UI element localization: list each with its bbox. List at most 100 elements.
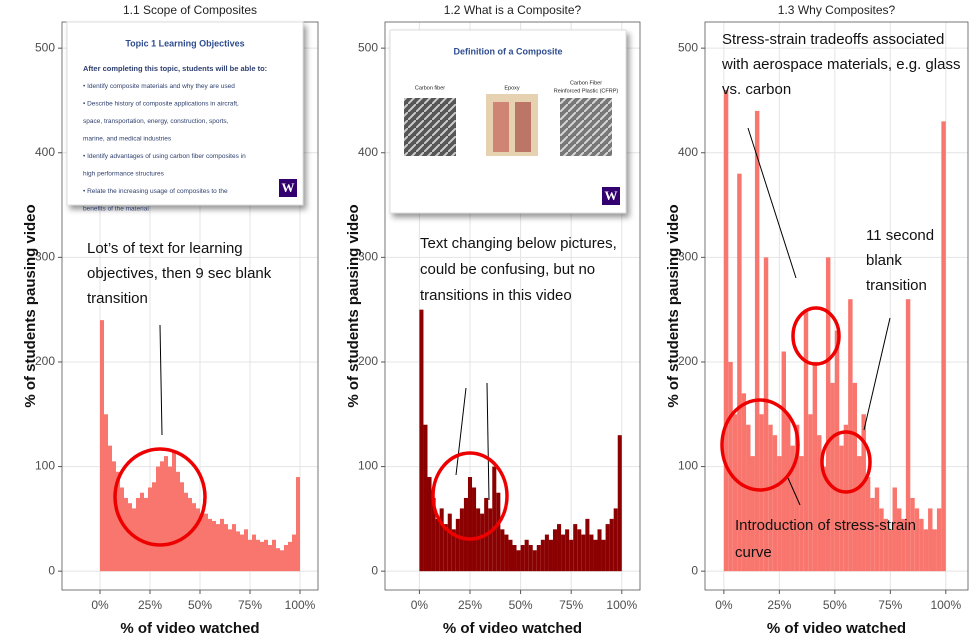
bar	[232, 524, 236, 572]
y-tick-label: 0	[48, 563, 55, 577]
bar	[112, 461, 116, 572]
slide-text: space, transportation, energy, construct…	[83, 118, 229, 125]
x-tick-label: 25%	[138, 598, 162, 612]
y-tick-label: 500	[678, 40, 698, 54]
bar	[817, 435, 822, 572]
y-tick-label: 100	[35, 459, 55, 473]
bar	[180, 482, 184, 572]
bar	[220, 518, 224, 572]
y-axis-label: % of students pausing video	[665, 204, 682, 407]
panel-title: 1.1 Scope of Composites	[123, 3, 257, 17]
annotation: transitions in this video	[420, 287, 572, 304]
x-tick-label: 100%	[606, 598, 637, 612]
bar	[585, 518, 590, 572]
slide-label: Carbon Fiber	[570, 80, 602, 86]
bar	[754, 110, 760, 572]
bar	[224, 524, 228, 572]
x-tick-label: 100%	[285, 598, 316, 612]
slide-title: Topic 1 Learning Objectives	[125, 38, 244, 48]
bar	[508, 539, 513, 572]
bar	[597, 529, 602, 572]
bar	[888, 529, 893, 572]
bar	[136, 497, 140, 572]
annotation: Introduction of stress-strain	[735, 517, 916, 534]
slide-text: After completing this topic, students wi…	[83, 64, 267, 73]
bar	[601, 539, 606, 572]
slide-text: benefits of the material	[83, 206, 149, 213]
x-axis-label: % of video watched	[443, 620, 582, 637]
x-tick-label: 75%	[559, 598, 583, 612]
x-tick-label: 0%	[91, 598, 109, 612]
bar	[613, 508, 618, 572]
bar	[504, 534, 509, 572]
bar	[264, 539, 268, 572]
x-tick-label: 100%	[930, 598, 961, 612]
y-tick-label: 100	[678, 459, 698, 473]
annotation: Lot’s of text for learning	[87, 240, 243, 257]
bar	[910, 497, 915, 572]
bar	[589, 534, 594, 572]
bar	[160, 461, 164, 572]
panel-title: 1.3 Why Composites?	[778, 3, 896, 17]
x-tick-label: 75%	[878, 598, 902, 612]
bar	[472, 487, 477, 572]
bar	[763, 257, 769, 572]
bar	[148, 487, 152, 572]
bar	[821, 466, 826, 572]
bar	[492, 466, 497, 572]
bar	[777, 456, 782, 572]
bar	[552, 529, 558, 572]
plot-border	[704, 21, 969, 591]
bar	[786, 414, 791, 572]
annotation: with aerospace materials, e.g. glass	[721, 56, 960, 73]
x-tick-label: 50%	[509, 598, 533, 612]
annotation-circle	[820, 430, 872, 494]
bar	[124, 497, 128, 572]
annotation-line	[863, 317, 891, 431]
bar	[741, 393, 747, 572]
bar	[528, 545, 533, 572]
bar	[892, 487, 897, 572]
slide-label: Epoxy	[504, 85, 520, 91]
bar	[296, 477, 300, 572]
bar	[152, 482, 156, 572]
slide-image	[404, 98, 456, 156]
bar	[830, 382, 835, 572]
bar	[839, 445, 844, 572]
y-axis-label: % of students pausing video	[345, 204, 362, 407]
bar	[100, 320, 104, 572]
bar	[140, 492, 144, 572]
slide-logo: W	[605, 188, 618, 203]
x-tick-label: 75%	[238, 598, 262, 612]
annotation: blank	[866, 252, 902, 269]
bar	[843, 424, 849, 572]
bar	[852, 382, 858, 572]
slide-text: • Relate the increasing usage of composi…	[83, 188, 228, 195]
slide-title: Definition of a Composite	[454, 46, 563, 56]
bar	[200, 513, 204, 572]
bar	[292, 534, 296, 572]
bar	[520, 545, 525, 572]
bar	[480, 513, 485, 572]
slide-text: • Identify composite materials and why t…	[83, 83, 235, 90]
bar	[746, 424, 751, 572]
annotation-line	[159, 324, 163, 436]
y-tick-label: 0	[691, 563, 698, 577]
bar	[260, 541, 264, 572]
bar	[236, 531, 240, 572]
bar	[451, 529, 456, 572]
bar	[423, 424, 428, 572]
bar	[144, 497, 148, 572]
bar	[879, 508, 884, 572]
bar	[759, 414, 764, 572]
y-tick-label: 500	[35, 40, 55, 54]
bar	[164, 456, 168, 572]
bar	[256, 539, 260, 572]
bar	[228, 529, 232, 572]
annotation-line	[455, 387, 467, 476]
bar	[512, 545, 517, 572]
y-tick-label: 400	[678, 145, 698, 159]
bar	[248, 539, 252, 572]
annotation-circle	[720, 398, 800, 492]
bar	[569, 539, 574, 572]
